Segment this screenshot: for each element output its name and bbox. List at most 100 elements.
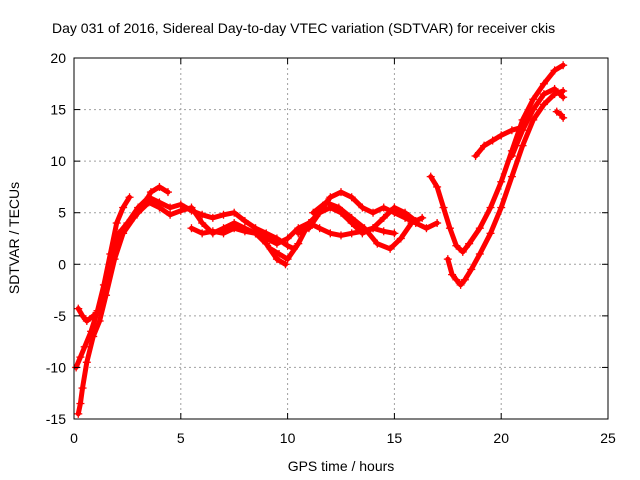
data-point <box>322 198 331 207</box>
data-point <box>163 188 172 197</box>
data-point <box>433 182 442 191</box>
data-point <box>488 136 497 145</box>
x-tick-label: 5 <box>177 430 185 446</box>
data-point <box>448 270 457 279</box>
series-sat-h <box>309 198 427 253</box>
data-point <box>240 216 249 225</box>
data-point <box>486 229 495 238</box>
data-point <box>119 229 128 238</box>
data-point <box>445 224 454 233</box>
data-point <box>281 260 290 269</box>
data-point <box>552 107 561 116</box>
x-tick-label: 20 <box>493 430 509 446</box>
data-point <box>426 172 435 181</box>
y-tick-label: 5 <box>58 205 66 221</box>
data-point <box>275 249 284 258</box>
y-tick-label: 0 <box>58 256 66 272</box>
data-point <box>360 224 369 233</box>
data-point <box>465 239 474 248</box>
data-point <box>379 227 388 236</box>
data-point <box>251 229 260 238</box>
series-sat-l <box>507 84 568 160</box>
data-point <box>230 208 239 217</box>
data-point <box>559 93 568 102</box>
data-point <box>134 208 143 217</box>
data-point <box>458 247 467 256</box>
data-point <box>326 229 335 238</box>
data-point <box>497 177 506 186</box>
data-point <box>475 224 484 233</box>
data-point <box>452 275 461 284</box>
x-axis-label: GPS time / hours <box>288 458 395 474</box>
data-point <box>418 213 427 222</box>
data-point <box>559 113 568 122</box>
data-point <box>334 203 343 212</box>
data-point <box>386 244 395 253</box>
data-point <box>529 95 538 104</box>
data-point <box>146 188 155 197</box>
data-point <box>518 126 527 135</box>
data-point <box>76 353 85 362</box>
data-point <box>347 193 356 202</box>
data-point <box>95 317 104 326</box>
data-point <box>176 206 185 215</box>
x-tick-label: 10 <box>280 430 296 446</box>
data-point <box>559 61 568 70</box>
data-point <box>166 203 175 212</box>
data-point <box>347 213 356 222</box>
data-point <box>379 213 388 222</box>
data-point <box>337 188 345 197</box>
data-point <box>439 203 448 212</box>
y-tick-label: 20 <box>50 50 66 66</box>
data-point <box>475 249 484 258</box>
data-point <box>76 399 85 408</box>
data-point <box>89 332 98 341</box>
data-point <box>294 229 303 238</box>
data-point <box>272 239 281 248</box>
x-tick-label: 25 <box>600 430 616 446</box>
data-point <box>208 227 217 236</box>
y-tick-label: 15 <box>50 102 66 118</box>
data-point <box>309 208 318 217</box>
data-point <box>326 193 335 202</box>
data-point <box>74 409 83 418</box>
data-point <box>272 255 281 264</box>
y-tick-label: -5 <box>54 308 67 324</box>
data-point <box>480 141 489 150</box>
data-point <box>74 304 83 313</box>
data-point <box>550 66 559 75</box>
data-point <box>433 219 442 228</box>
data-point <box>219 210 228 219</box>
data-point <box>155 203 164 212</box>
data-point <box>467 265 476 274</box>
y-tick-label: -15 <box>46 411 66 427</box>
data-point <box>219 229 228 238</box>
series-trace <box>73 194 132 370</box>
series-trace <box>310 199 425 252</box>
data-point <box>452 241 461 250</box>
data-point <box>208 213 217 222</box>
series-sat-i <box>426 61 568 256</box>
data-point <box>401 208 410 217</box>
series-trace <box>295 205 419 236</box>
data-point <box>390 203 399 212</box>
y-tick-label: 10 <box>50 153 66 169</box>
plot-frame <box>73 57 609 420</box>
series-trace <box>75 184 171 417</box>
data-point <box>166 210 175 219</box>
data-point <box>198 219 207 228</box>
data-point <box>373 239 382 248</box>
data-point <box>507 151 516 160</box>
data-point <box>347 229 356 238</box>
data-point <box>379 203 388 212</box>
data-point <box>106 249 115 258</box>
data-point <box>539 100 548 109</box>
data-point <box>240 227 249 236</box>
data-point <box>497 203 506 212</box>
data-point <box>550 84 559 93</box>
data-point <box>507 172 516 181</box>
data-point <box>407 219 416 228</box>
data-point <box>283 241 292 250</box>
data-point <box>187 224 196 233</box>
data-point <box>396 234 405 243</box>
